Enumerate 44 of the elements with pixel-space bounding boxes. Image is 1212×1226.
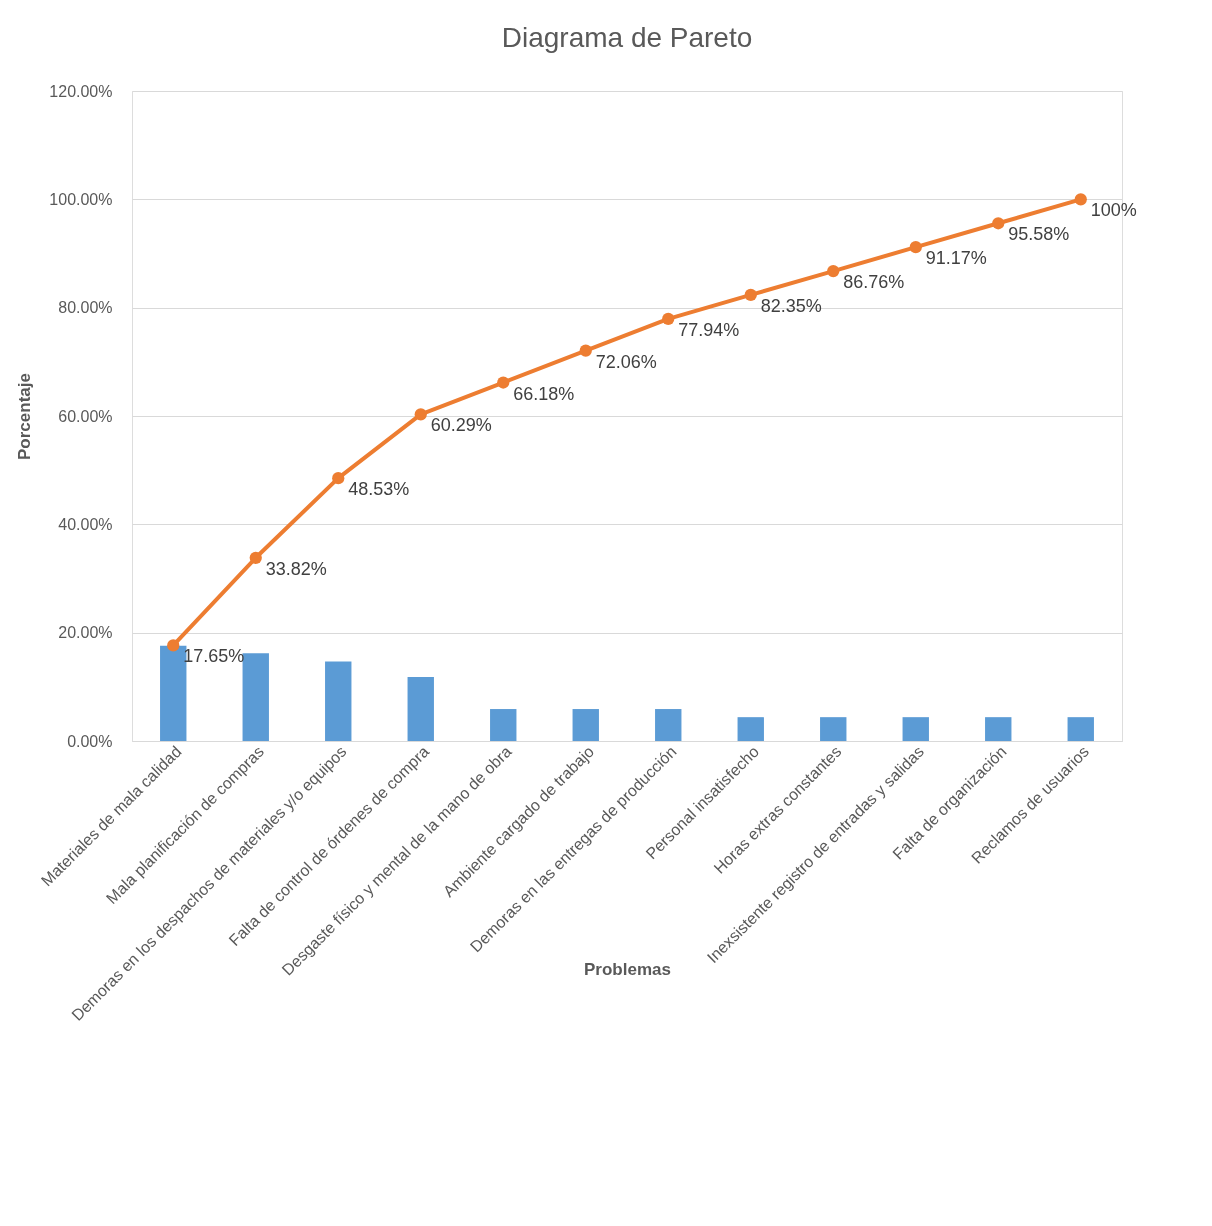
point xyxy=(992,217,1005,230)
y-tick-label: 80.00% xyxy=(58,299,113,317)
data-label: 66.18% xyxy=(513,383,575,404)
point xyxy=(827,264,840,278)
bar xyxy=(572,709,599,741)
y-tick-label: 100.00% xyxy=(49,190,113,208)
point xyxy=(1074,193,1087,206)
data-label: 77.94% xyxy=(678,319,740,340)
data-label: 86.76% xyxy=(843,272,905,293)
point xyxy=(579,344,592,357)
bar xyxy=(1067,717,1094,741)
point xyxy=(414,408,427,421)
bar xyxy=(242,653,269,741)
point xyxy=(662,312,675,325)
y-tick-label: 20.00% xyxy=(58,624,113,642)
data-label: 91.17% xyxy=(925,248,987,269)
bar xyxy=(325,661,352,741)
point xyxy=(497,376,510,389)
data-label: 60.29% xyxy=(430,415,492,436)
y-tick-label: 40.00% xyxy=(58,515,113,533)
chart-title: Diagrama de Pareto xyxy=(501,22,753,53)
bar xyxy=(985,717,1012,741)
data-label: 100% xyxy=(1090,200,1137,221)
point xyxy=(744,288,757,302)
bar xyxy=(820,717,847,741)
y-axis-title: Porcentaje xyxy=(15,373,35,460)
point xyxy=(167,639,180,652)
bar xyxy=(737,717,764,741)
y-tick-label: 60.00% xyxy=(58,407,113,425)
x-axis-title: Problemas xyxy=(584,959,671,979)
data-label: 33.82% xyxy=(265,558,327,579)
point xyxy=(249,551,262,564)
data-label: 95.58% xyxy=(1008,224,1070,245)
data-label: 72.06% xyxy=(595,351,657,372)
bar xyxy=(902,717,929,741)
bar xyxy=(655,709,682,741)
y-tick-label: 0.00% xyxy=(67,732,113,750)
bar xyxy=(490,709,517,741)
data-label: 82.35% xyxy=(760,295,822,316)
point xyxy=(909,241,922,254)
bar xyxy=(407,677,434,741)
y-tick-label: 120.00% xyxy=(49,82,113,100)
data-label: 48.53% xyxy=(348,479,410,500)
point xyxy=(332,472,345,485)
